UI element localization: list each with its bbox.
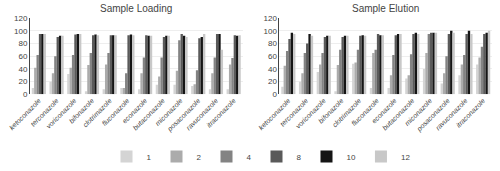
svg-text:20: 20 [268, 77, 277, 86]
svg-text:2: 2 [197, 153, 202, 162]
svg-text:clotrimazole: clotrimazole [331, 97, 362, 128]
svg-text:40: 40 [268, 65, 277, 74]
svg-text:60: 60 [18, 52, 27, 61]
svg-text:4: 4 [247, 153, 252, 162]
svg-text:itraconazole: itraconazole [205, 97, 237, 129]
svg-text:100: 100 [264, 27, 278, 36]
svg-text:fluconazole: fluconazole [101, 97, 131, 127]
svg-text:voriconazole: voriconazole [45, 97, 78, 130]
svg-text:20: 20 [18, 77, 27, 86]
svg-text:8: 8 [297, 153, 302, 162]
svg-text:0: 0 [23, 90, 28, 99]
svg-text:ketoconazole: ketoconazole [257, 97, 291, 131]
svg-text:12: 12 [401, 153, 410, 162]
svg-text:Sample Elution: Sample Elution [352, 3, 419, 14]
svg-text:econazole: econazole [121, 97, 149, 125]
svg-text:0: 0 [272, 90, 277, 99]
svg-text:Sample Loading: Sample Loading [100, 3, 172, 14]
svg-text:butaconazole: butaconazole [381, 97, 415, 131]
svg-text:posaconazole: posaconazole [165, 97, 202, 134]
svg-text:ravuconazole: ravuconazole [185, 97, 219, 131]
svg-text:bifonazole: bifonazole [68, 97, 96, 125]
svg-text:1: 1 [147, 153, 152, 162]
svg-text:bifonazole: bifonazole [317, 97, 345, 125]
svg-text:miconazole: miconazole [403, 97, 433, 127]
svg-text:40: 40 [18, 65, 27, 74]
svg-text:clotrimazole: clotrimazole [82, 97, 113, 128]
svg-text:ketoconazole: ketoconazole [8, 97, 42, 131]
svg-text:80: 80 [268, 39, 277, 48]
svg-text:econazole: econazole [370, 97, 398, 125]
svg-text:terconazole: terconazole [279, 97, 310, 128]
svg-text:80: 80 [18, 39, 27, 48]
svg-text:ravuconazole: ravuconazole [434, 97, 468, 131]
svg-text:60: 60 [268, 52, 277, 61]
svg-text:100: 100 [14, 27, 28, 36]
svg-text:120: 120 [264, 14, 278, 23]
svg-text:miconazole: miconazole [154, 97, 184, 127]
svg-text:voriconazole: voriconazole [294, 97, 327, 130]
svg-text:10: 10 [347, 153, 356, 162]
svg-text:posaconazole: posaconazole [415, 97, 452, 134]
svg-text:butaconazole: butaconazole [132, 97, 166, 131]
svg-text:terconazole: terconazole [29, 97, 60, 128]
svg-text:itraconazole: itraconazole [455, 97, 487, 129]
svg-text:120: 120 [14, 14, 28, 23]
svg-text:fluconazole: fluconazole [350, 97, 380, 127]
